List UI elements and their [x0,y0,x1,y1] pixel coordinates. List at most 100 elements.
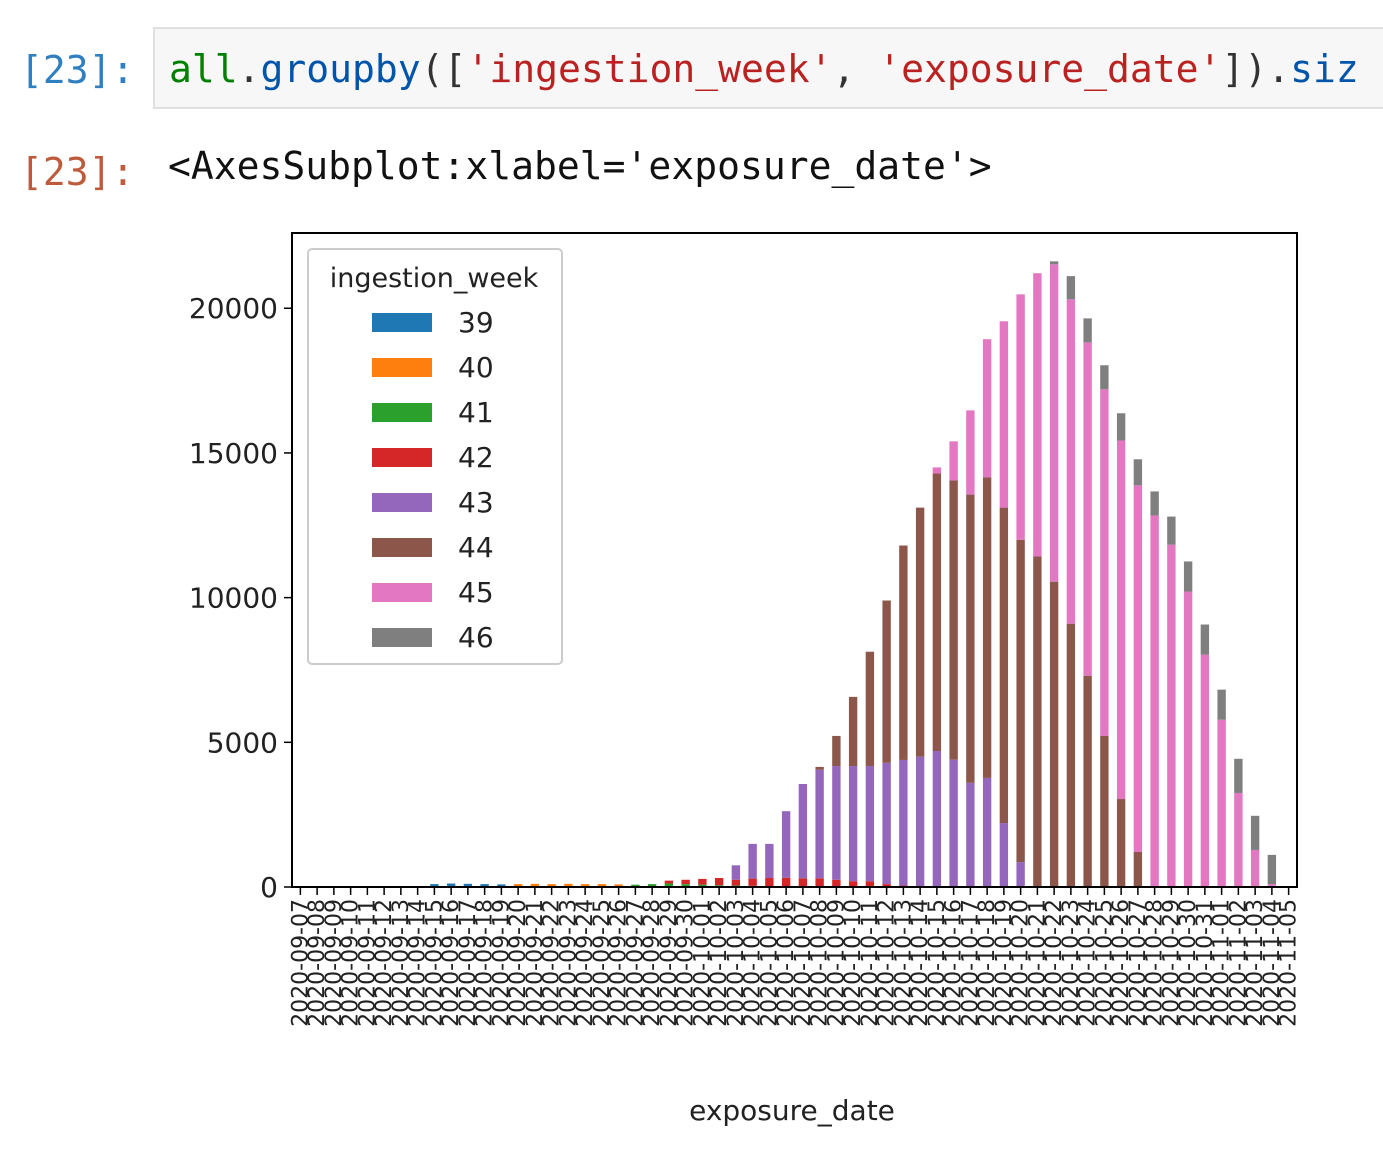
bar-segment [966,494,975,783]
x-tick-label: 2020-10-09 [824,899,849,1027]
bar-segment [982,477,992,778]
y-tick-label: 20000 [189,292,278,325]
bar-segment [1116,799,1126,887]
bar-segment [430,884,439,887]
legend-label: 42 [458,441,494,474]
x-tick-label: 2020-09-22 [540,899,565,1027]
bar-segment [899,759,908,886]
bar-segment [1234,758,1243,793]
bar-segment [1183,591,1193,887]
output-prompt: [23]: [20,150,135,194]
bar-segment [1016,294,1025,540]
x-tick-label: 2020-09-21 [523,899,548,1027]
bar-segment [915,756,925,887]
legend-swatch [372,493,432,512]
bar-segment [815,769,824,879]
code-cell[interactable]: all.groupby(['ingestion_week', 'exposure… [153,27,1383,109]
bar-segment [798,783,808,879]
bar-segment [882,884,891,887]
legend-swatch [372,313,432,332]
bar-segment [999,823,1009,887]
bar-segment [899,545,908,760]
bar-segment [1049,581,1059,887]
x-tick-label: 2020-10-05 [757,899,782,1027]
bar-segment [1016,862,1025,887]
bar-segment [1167,516,1176,545]
x-tick-label: 2020-10-15 [925,899,950,1027]
x-tick-label: 2020-10-31 [1193,899,1218,1027]
bar-segment [949,441,958,481]
y-tick-label: 5000 [207,726,278,759]
bar-segment [798,878,808,887]
bar-segment [547,884,556,887]
bar-segment [949,759,958,887]
x-tick-label: 2020-10-16 [942,899,967,1027]
bar-segment [1200,654,1210,887]
bar-segment [781,811,791,878]
x-tick-label: 2020-10-04 [741,899,766,1027]
legend-label: 39 [458,306,494,339]
x-tick-label: 2020-09-25 [590,899,615,1027]
x-tick-label: 2020-09-27 [623,899,648,1027]
x-tick-label: 2020-09-09 [322,899,347,1027]
bar-segment [1100,365,1109,390]
bar-segment [932,467,942,474]
x-tick-label: 2020-10-07 [791,899,816,1027]
plot-frame [291,232,1298,888]
code-token: ([ [420,47,467,91]
legend-swatch [372,448,432,467]
x-tick-label: 2020-09-20 [506,899,531,1027]
x-tick-label: 2020-09-24 [573,899,598,1027]
x-tick-label: 2020-09-15 [422,899,447,1027]
legend-label: 46 [458,621,494,654]
bar-segment [999,321,1009,508]
bar-segment [1016,539,1025,863]
bar-segment [1183,561,1193,592]
bar-segment [1234,792,1243,887]
x-tick-label: 2020-10-17 [958,899,983,1027]
bar-segment [1150,491,1159,516]
bar-segment [1083,342,1092,676]
code-token: . [237,47,261,91]
legend-label: 40 [458,351,494,384]
bar-segment [463,883,473,887]
x-axis-label: exposure_date [689,1094,895,1127]
x-tick-label: 2020-09-07 [288,899,313,1027]
bar-segment [564,883,573,887]
x-tick-label: 2020-09-11 [355,899,380,1027]
x-tick-label: 2020-10-06 [774,899,799,1027]
bar-segment [1217,689,1226,720]
code-token: ]). [1221,47,1291,91]
legend-swatch [372,538,432,557]
legend-box [307,248,563,665]
bar-segment [982,339,992,478]
x-tick-label: 2020-09-10 [339,899,364,1027]
bar-segment [815,766,824,770]
x-tick-label: 2020-11-04 [1260,899,1285,1027]
bar-segment [865,766,875,882]
bar-segment [1150,515,1159,887]
bar-segment [982,777,992,887]
bar-segment [1250,849,1260,887]
x-tick-label: 2020-09-14 [406,899,431,1027]
x-tick-label: 2020-11-05 [1277,899,1302,1027]
x-tick-label: 2020-09-12 [372,899,397,1027]
bar-segment [865,651,875,767]
code: all.groupby(['ingestion_week', 'exposure… [169,47,1359,91]
x-tick-label: 2020-10-24 [1076,899,1101,1027]
x-tick-label: 2020-11-02 [1226,899,1251,1027]
x-tick-label: 2020-09-28 [640,899,665,1027]
x-tick-label: 2020-10-23 [1059,899,1084,1027]
bar-segment [765,843,774,879]
bar-segment [1066,276,1076,300]
bar-segment [513,884,523,887]
x-tick-label: 2020-09-13 [389,899,414,1027]
bar-segment [698,878,707,885]
legend-swatch [372,628,432,647]
x-tick-label: 2020-11-01 [1210,899,1235,1027]
legend-label: 44 [458,531,494,564]
legend-swatch [372,583,432,602]
bar-segment [731,879,741,886]
legend-label: 43 [458,486,494,519]
